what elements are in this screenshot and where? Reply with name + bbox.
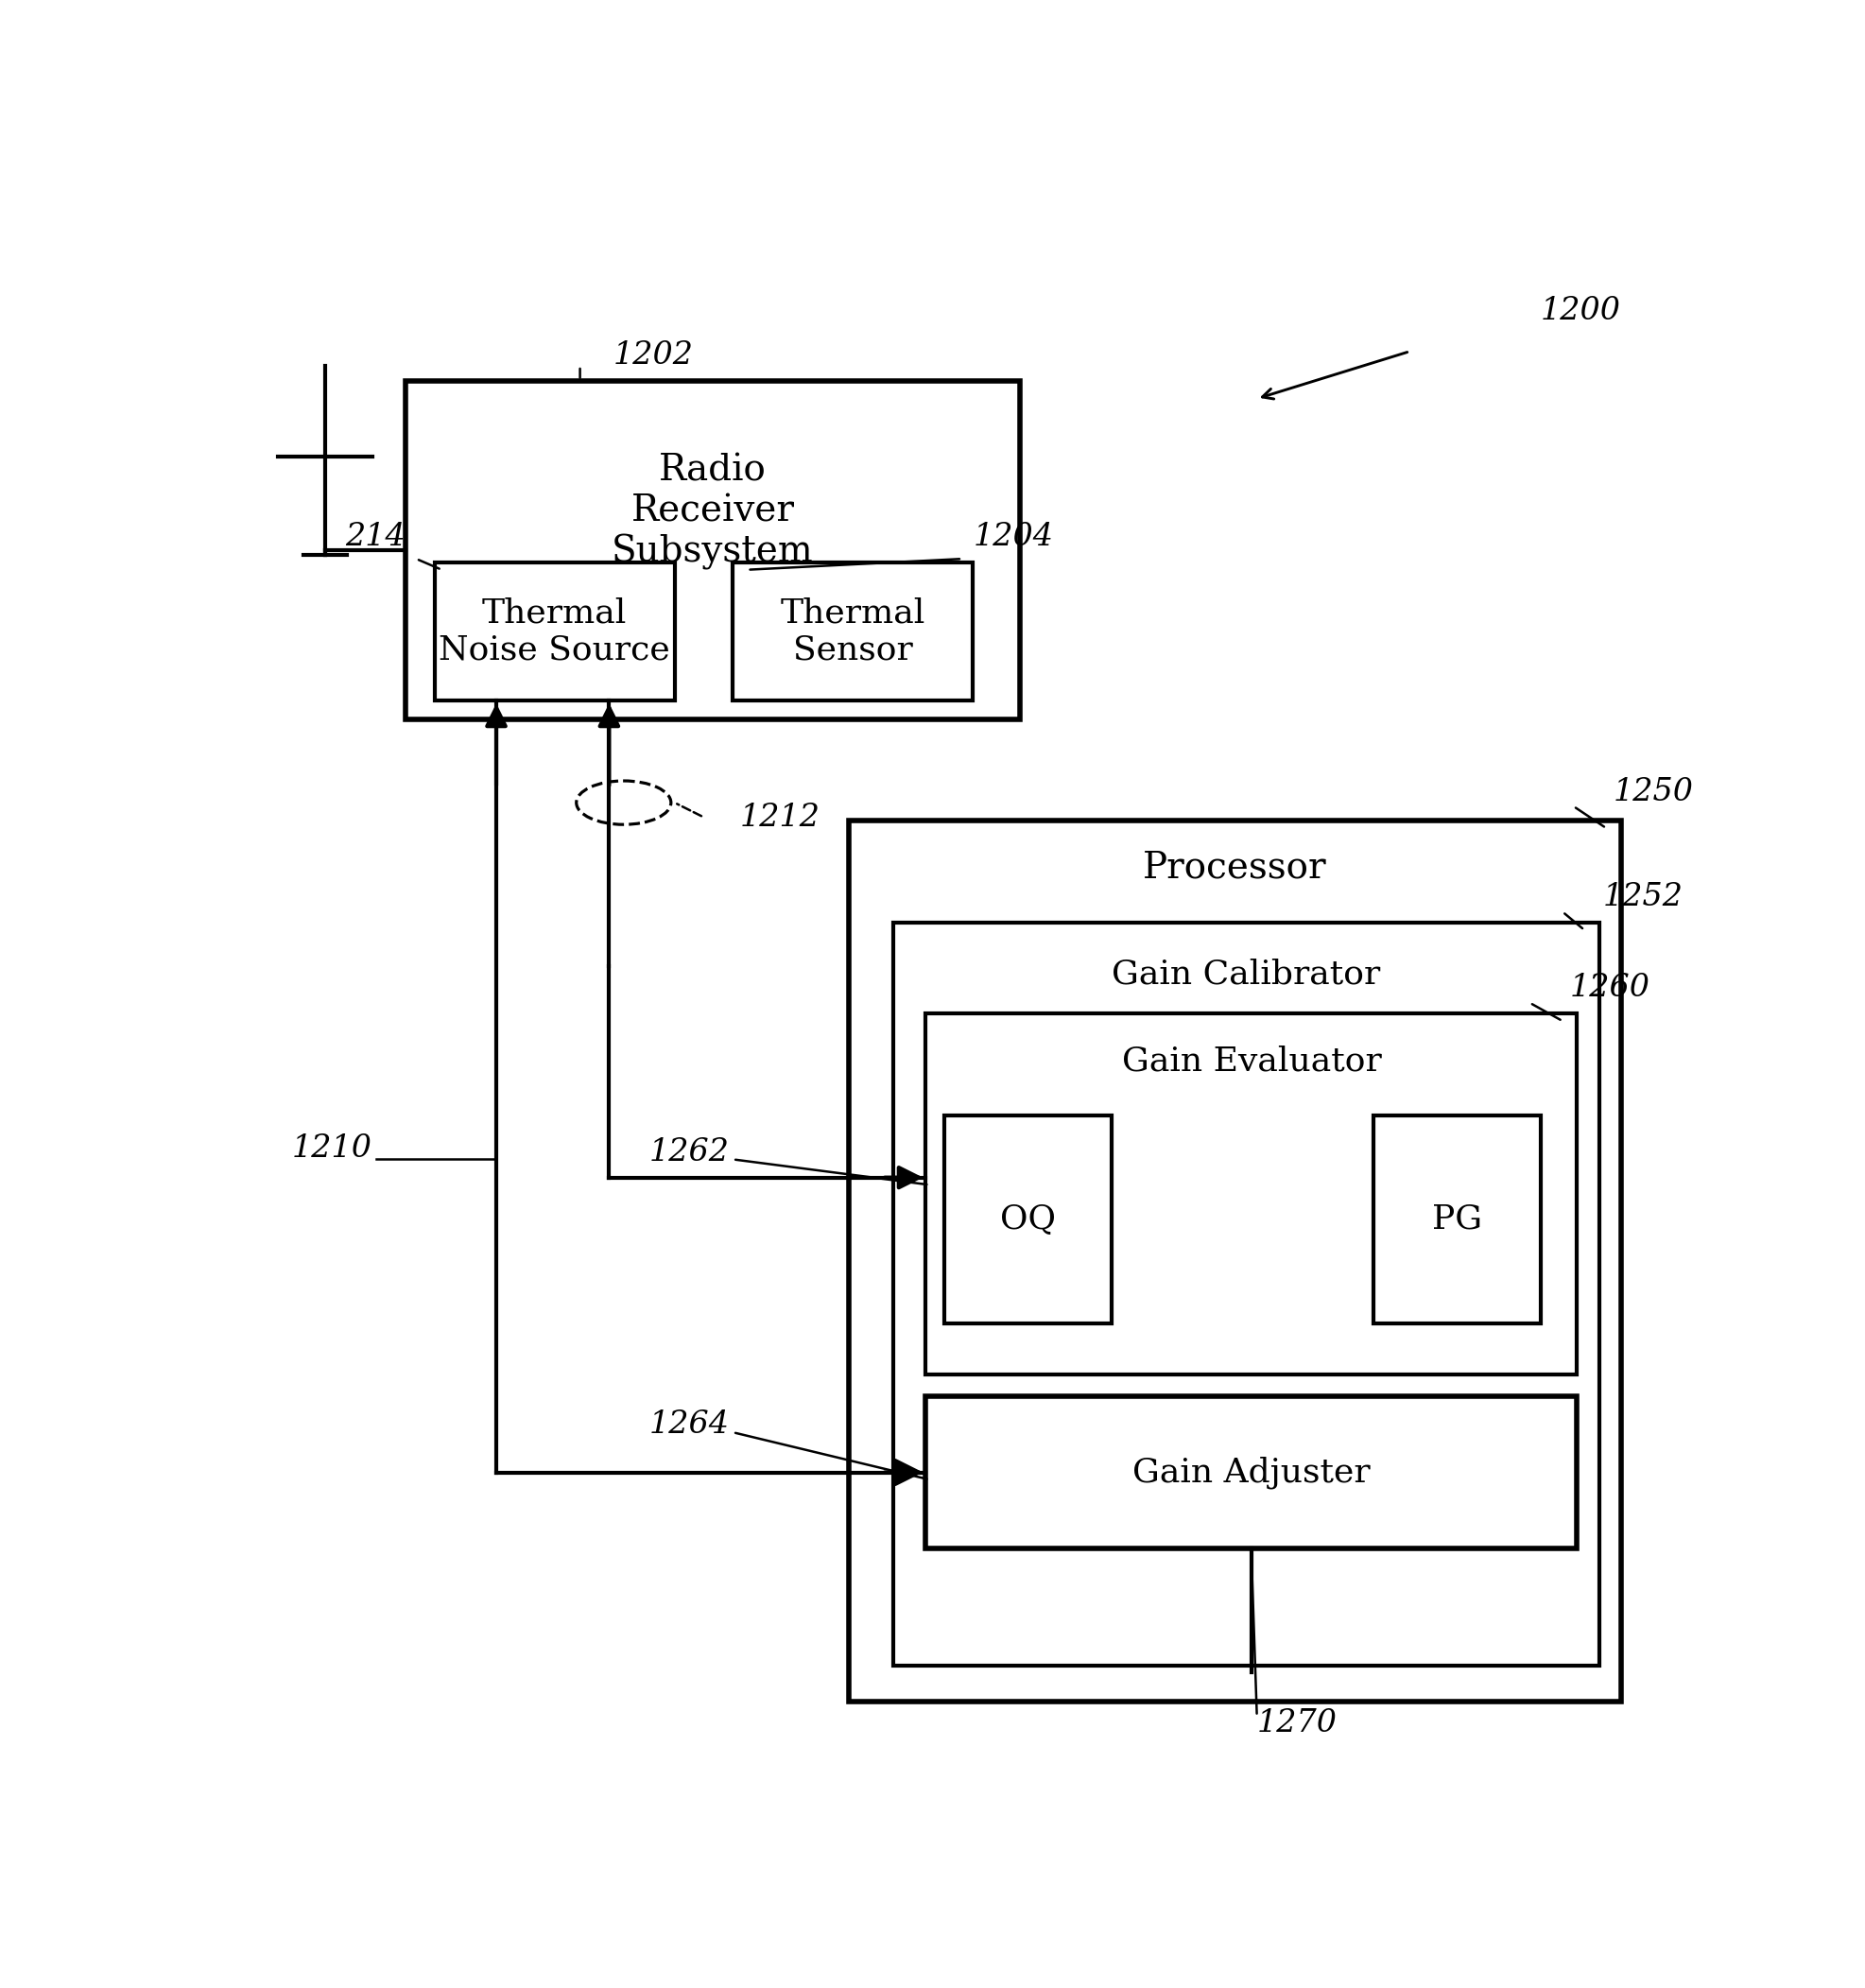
Text: 1202: 1202 xyxy=(612,340,692,370)
Text: 1252: 1252 xyxy=(1602,883,1682,912)
Text: 1262: 1262 xyxy=(649,1137,729,1167)
Text: Gain Adjuster: Gain Adjuster xyxy=(1132,1455,1369,1489)
Text: 1270: 1270 xyxy=(1257,1708,1337,1740)
Text: Thermal
Noise Source: Thermal Noise Source xyxy=(438,596,670,666)
Text: 1212: 1212 xyxy=(740,801,821,833)
Bar xyxy=(435,563,675,702)
Text: 214: 214 xyxy=(345,523,405,553)
Text: Radio
Receiver
Subsystem: Radio Receiver Subsystem xyxy=(612,453,813,571)
Bar xyxy=(944,1115,1112,1324)
Text: 1210: 1210 xyxy=(293,1133,373,1163)
Text: PG: PG xyxy=(1430,1203,1481,1235)
Bar xyxy=(1373,1115,1540,1324)
Text: 1250: 1250 xyxy=(1613,777,1693,807)
Bar xyxy=(925,1396,1576,1549)
Bar xyxy=(925,1014,1576,1374)
Text: Processor: Processor xyxy=(1143,851,1326,887)
Bar xyxy=(733,563,972,702)
Text: 1264: 1264 xyxy=(649,1409,729,1439)
Text: Gain Evaluator: Gain Evaluator xyxy=(1121,1046,1380,1077)
Bar xyxy=(849,821,1621,1702)
Text: Thermal
Sensor: Thermal Sensor xyxy=(780,596,925,666)
Text: OQ: OQ xyxy=(1000,1203,1056,1235)
Text: 1260: 1260 xyxy=(1568,974,1649,1004)
Bar xyxy=(405,380,1020,720)
Text: Gain Calibrator: Gain Calibrator xyxy=(1112,958,1380,990)
Bar xyxy=(893,922,1598,1666)
Text: 1200: 1200 xyxy=(1540,296,1621,326)
Text: 1204: 1204 xyxy=(972,523,1054,553)
